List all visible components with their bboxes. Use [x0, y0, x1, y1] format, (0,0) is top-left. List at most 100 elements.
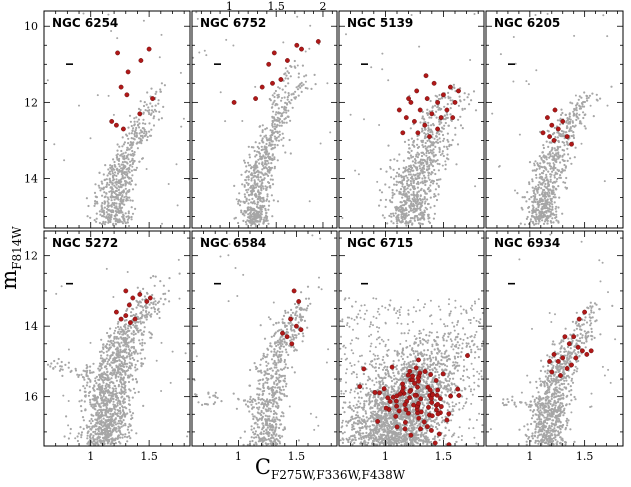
star-point: [253, 215, 256, 219]
star-point: [441, 164, 444, 167]
star-point: [267, 372, 270, 376]
star-point: [546, 217, 549, 220]
star-point: [109, 209, 112, 212]
star-point: [303, 308, 306, 311]
star-point: [563, 153, 566, 156]
star-point: [538, 199, 541, 202]
highlighted-star: [429, 111, 435, 117]
star-point: [110, 380, 113, 383]
star-point: [423, 153, 426, 156]
star-point: [438, 93, 441, 97]
star-point: [125, 171, 128, 174]
star-point: [266, 409, 269, 412]
star-point: [241, 213, 244, 216]
star-point: [281, 318, 284, 321]
star-point: [219, 91, 222, 94]
star-point: [160, 82, 163, 85]
star-point: [112, 351, 115, 354]
star-point: [244, 211, 247, 214]
star-point: [110, 410, 113, 413]
star-point: [116, 412, 119, 415]
star-point: [252, 166, 255, 169]
star-point: [390, 220, 393, 223]
star-point: [401, 185, 404, 188]
highlighted-star: [147, 295, 153, 301]
star-point: [562, 181, 565, 184]
star-point: [163, 84, 166, 87]
star-point: [100, 354, 103, 357]
star-point: [106, 391, 110, 394]
star-point: [86, 437, 89, 440]
star-point: [114, 412, 117, 416]
star-point: [267, 362, 270, 365]
star-point: [129, 314, 132, 318]
star-point: [92, 434, 95, 437]
star-point: [244, 178, 247, 182]
star-point: [543, 188, 546, 192]
star-point: [245, 189, 248, 192]
star-point: [133, 117, 136, 120]
star-point: [427, 172, 430, 175]
star-point: [289, 75, 292, 78]
star-point: [94, 432, 97, 435]
star-point: [133, 160, 136, 163]
star-point: [301, 340, 304, 343]
star-point: [582, 111, 585, 114]
star-point: [440, 130, 443, 133]
star-point: [457, 118, 460, 121]
star-point: [284, 325, 287, 328]
star-point: [285, 102, 288, 105]
star-point: [561, 111, 564, 115]
highlighted-star: [569, 141, 574, 147]
star-point: [107, 385, 110, 388]
star-point: [247, 161, 250, 164]
star-point: [141, 298, 144, 301]
star-point: [270, 162, 273, 165]
star-point: [119, 376, 123, 379]
star-point: [278, 87, 281, 90]
star-point: [129, 357, 132, 360]
star-point: [282, 388, 285, 391]
star-point: [132, 350, 135, 354]
star-point: [118, 221, 121, 224]
star-point: [113, 206, 116, 209]
star-point: [77, 375, 80, 378]
star-point: [109, 354, 112, 358]
star-point: [278, 396, 281, 399]
star-point: [239, 436, 242, 439]
star-point: [100, 338, 103, 341]
star-point: [263, 374, 266, 377]
star-point: [379, 167, 382, 171]
star-point: [126, 181, 129, 184]
star-point: [108, 416, 111, 419]
star-point: [429, 184, 432, 187]
star-point: [413, 198, 417, 201]
star-point: [533, 223, 536, 226]
star-point: [523, 196, 526, 199]
star-point: [251, 202, 254, 205]
star-point: [270, 194, 273, 197]
star-point: [157, 118, 160, 121]
star-point: [547, 180, 550, 183]
star-point: [54, 365, 57, 368]
star-point: [109, 434, 112, 437]
star-point: [546, 162, 549, 165]
star-point: [272, 432, 275, 435]
star-point: [443, 114, 446, 117]
star-point: [111, 369, 114, 372]
star-point: [262, 167, 266, 170]
star-point: [117, 185, 120, 188]
star-point: [137, 317, 140, 321]
star-point: [432, 217, 435, 220]
star-point: [122, 190, 126, 193]
star-point: [129, 367, 132, 370]
star-point: [363, 118, 365, 121]
star-point: [109, 397, 112, 400]
star-point: [569, 101, 572, 104]
star-point: [122, 152, 125, 155]
star-point: [115, 347, 118, 351]
star-point: [121, 350, 124, 353]
star-point: [531, 169, 534, 172]
star-point: [388, 214, 391, 217]
star-point: [116, 207, 119, 210]
